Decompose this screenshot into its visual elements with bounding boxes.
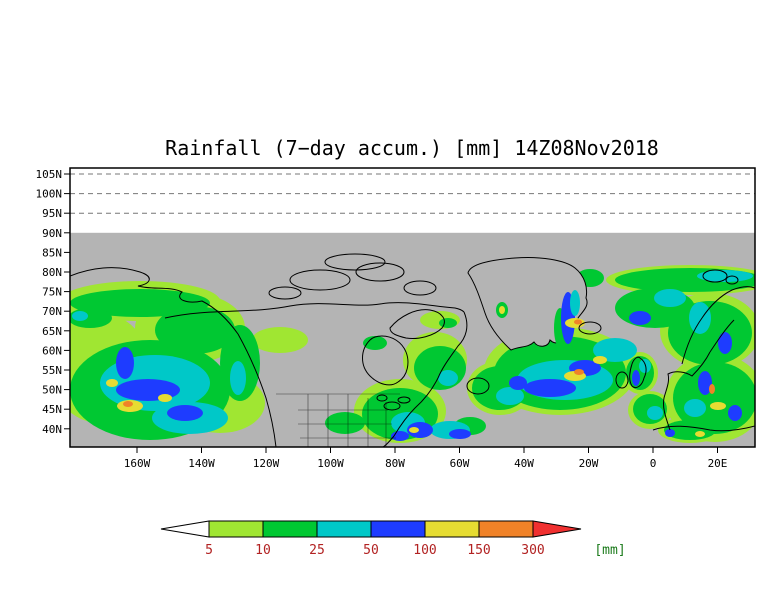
lat-label: 90N <box>42 227 62 240</box>
lat-label: 45N <box>42 403 62 416</box>
lon-label: 100W <box>317 457 344 470</box>
lon-label: 80W <box>385 457 405 470</box>
chart-title: Rainfall (7−day accum.) [mm] 14Z08Nov201… <box>165 136 659 160</box>
legend-above-max-arrow <box>532 520 582 538</box>
legend-unit-label: [mm] <box>594 543 625 558</box>
lat-label: 80N <box>42 266 62 279</box>
lat-label: 100N <box>36 188 63 201</box>
legend-bin-10-25 <box>262 520 318 538</box>
lon-label: 40W <box>514 457 534 470</box>
legend-value: 300 <box>521 543 544 558</box>
rainfall-map: 105N 100N 95N 90N 85N 80N 75N 70N 65N 60… <box>36 167 756 470</box>
lat-label: 50N <box>42 384 62 397</box>
rain-shading-150-300mm <box>123 369 715 407</box>
lat-label: 70N <box>42 305 62 318</box>
greenland-coastal-rain <box>496 290 585 348</box>
lat-ticks <box>64 173 70 430</box>
legend-bin-150-300 <box>478 520 534 538</box>
lon-label: 20E <box>708 457 728 470</box>
legend-value: 100 <box>413 543 436 558</box>
lon-label: 120W <box>253 457 280 470</box>
legend-bin-50-100 <box>370 520 426 538</box>
legend-value: 50 <box>363 543 379 558</box>
political-borders <box>276 393 400 447</box>
legend-value: 5 <box>205 543 213 558</box>
lon-label: 20W <box>579 457 599 470</box>
colorbar-legend: 5 10 25 50 100 150 300 [mm] <box>160 520 626 558</box>
lat-label: 60N <box>42 345 62 358</box>
lon-axis-labels: 160W 140W 120W 100W 80W 60W 40W 20W 0 20… <box>124 457 728 470</box>
plot-frame <box>69 167 756 448</box>
lon-label: 60W <box>450 457 470 470</box>
lat-label: 85N <box>42 247 62 260</box>
lon-ticks <box>136 447 718 453</box>
lat-axis-labels: 105N 100N 95N 90N 85N 80N 75N 70N 65N 60… <box>36 168 63 436</box>
lon-label: 140W <box>188 457 215 470</box>
lon-label: 160W <box>124 457 151 470</box>
legend-value: 10 <box>255 543 271 558</box>
lon-label: 0 <box>650 457 657 470</box>
coastlines <box>70 253 755 447</box>
lat-label: 65N <box>42 325 62 338</box>
lat-label: 75N <box>42 286 62 299</box>
lat-label: 55N <box>42 364 62 377</box>
lat-label: 105N <box>36 168 63 181</box>
legend-value: 150 <box>467 543 490 558</box>
lat-label: 95N <box>42 207 62 220</box>
lat-label: 40N <box>42 423 62 436</box>
legend-bin-25-50 <box>316 520 372 538</box>
legend-bin-5-10 <box>208 520 264 538</box>
legend-value: 25 <box>309 543 325 558</box>
lat-gridlines <box>70 173 755 214</box>
legend-bin-100-150 <box>424 520 480 538</box>
legend-below-min-arrow <box>160 520 210 538</box>
